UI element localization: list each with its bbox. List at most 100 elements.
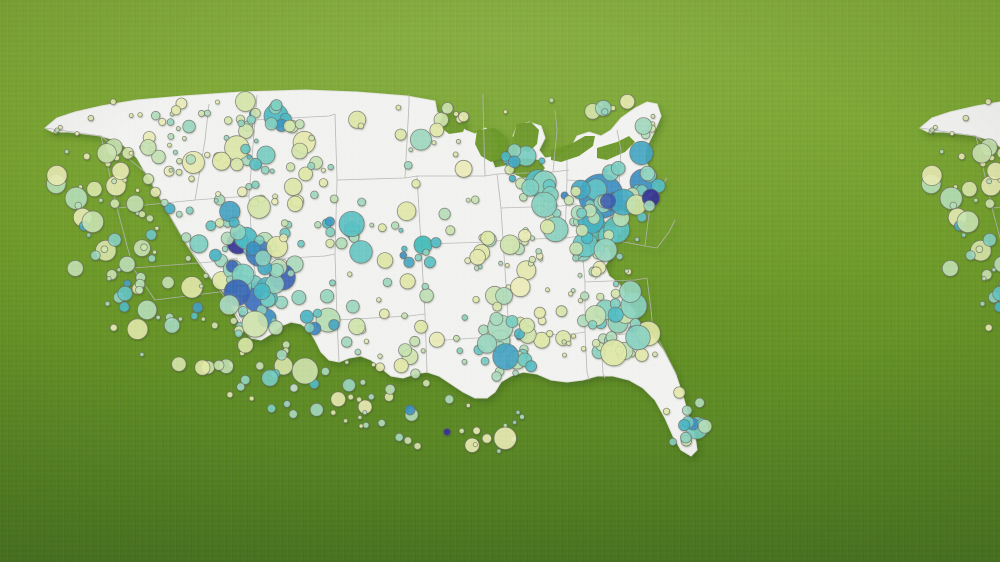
data-bubble[interactable] <box>409 335 421 347</box>
data-bubble[interactable] <box>138 210 146 219</box>
data-bubble[interactable] <box>454 159 473 178</box>
data-bubble[interactable] <box>66 259 84 277</box>
data-bubble[interactable] <box>518 192 528 202</box>
data-bubble[interactable] <box>338 210 365 237</box>
data-bubble[interactable] <box>404 404 416 416</box>
data-bubble[interactable] <box>160 198 169 207</box>
data-bubble[interactable] <box>304 322 315 334</box>
data-bubble[interactable] <box>128 150 134 156</box>
data-bubble[interactable] <box>650 113 656 119</box>
data-bubble[interactable] <box>678 418 691 432</box>
data-bubble[interactable] <box>344 359 350 365</box>
data-bubble[interactable] <box>175 210 183 218</box>
data-bubble[interactable] <box>580 291 590 301</box>
data-bubble[interactable] <box>984 323 993 332</box>
data-bubble[interactable] <box>329 194 339 204</box>
data-bubble[interactable] <box>957 152 966 161</box>
data-bubble[interactable] <box>234 329 243 338</box>
data-bubble[interactable] <box>410 368 421 379</box>
data-bubble[interactable] <box>962 114 969 122</box>
data-bubble[interactable] <box>87 114 94 122</box>
data-bubble[interactable] <box>205 220 217 232</box>
data-bubble[interactable] <box>438 207 451 220</box>
data-bubble[interactable] <box>515 409 521 415</box>
data-bubble[interactable] <box>348 317 366 335</box>
data-bubble[interactable] <box>377 418 386 427</box>
data-bubble[interactable] <box>126 194 145 213</box>
data-bubble[interactable] <box>86 232 92 238</box>
data-bubble[interactable] <box>591 339 601 348</box>
data-bubble[interactable] <box>431 140 437 146</box>
data-bubble[interactable] <box>347 393 354 401</box>
data-bubble[interactable] <box>538 157 546 165</box>
data-bubble[interactable] <box>540 219 556 235</box>
data-bubble[interactable] <box>590 266 602 278</box>
data-bubble[interactable] <box>111 178 117 185</box>
data-bubble[interactable] <box>610 288 621 299</box>
data-bubble[interactable] <box>639 165 656 182</box>
data-bubble[interactable] <box>330 409 337 416</box>
data-bubble[interactable] <box>458 427 465 434</box>
data-bubble[interactable] <box>961 232 967 238</box>
data-bubble[interactable] <box>249 157 262 171</box>
data-bubble[interactable] <box>422 248 430 256</box>
data-bubble[interactable] <box>949 131 955 137</box>
data-bubble[interactable] <box>464 437 480 453</box>
data-bubble[interactable] <box>398 227 404 233</box>
data-bubbles[interactable] <box>46 91 713 454</box>
data-bubble[interactable] <box>214 99 220 105</box>
data-bubble[interactable] <box>453 111 460 117</box>
data-bubble[interactable] <box>507 155 521 169</box>
data-bubble[interactable] <box>356 396 363 403</box>
data-bubble[interactable] <box>253 138 259 144</box>
data-bubble[interactable] <box>167 132 175 140</box>
data-bubble[interactable] <box>981 276 987 282</box>
data-bubble[interactable] <box>309 402 324 417</box>
data-bubble[interactable] <box>500 151 511 162</box>
data-bubble[interactable] <box>240 143 251 155</box>
data-bubble[interactable] <box>376 297 382 303</box>
data-bubble[interactable] <box>377 353 383 359</box>
data-bubble[interactable] <box>118 255 136 273</box>
data-bubble[interactable] <box>253 282 271 301</box>
data-bubble[interactable] <box>283 119 296 133</box>
data-bubble[interactable] <box>139 139 157 156</box>
data-bubble[interactable] <box>569 241 584 256</box>
data-bubble[interactable] <box>428 331 445 348</box>
data-bubble[interactable] <box>202 272 209 279</box>
data-bubble[interactable] <box>280 219 289 227</box>
data-bubble[interactable] <box>369 222 375 228</box>
data-bubble[interactable] <box>991 267 997 273</box>
data-bubble[interactable] <box>599 193 617 210</box>
data-bubble[interactable] <box>260 165 270 175</box>
data-bubble[interactable] <box>235 91 256 112</box>
data-bubble[interactable] <box>74 131 80 137</box>
data-bubble[interactable] <box>64 186 88 210</box>
data-bubble[interactable] <box>291 142 309 160</box>
data-bubble[interactable] <box>135 285 144 295</box>
data-bubble[interactable] <box>347 271 353 277</box>
data-bubble[interactable] <box>480 356 490 366</box>
data-bubble[interactable] <box>147 254 156 263</box>
data-bubble[interactable] <box>349 240 373 264</box>
data-bubble[interactable] <box>324 216 335 227</box>
data-bubble[interactable] <box>106 276 112 282</box>
data-bubble[interactable] <box>481 433 492 444</box>
data-bubble[interactable] <box>495 287 513 305</box>
data-bubble[interactable] <box>245 241 261 256</box>
data-bubble[interactable] <box>472 295 480 304</box>
data-bubble[interactable] <box>570 185 582 197</box>
data-bubble[interactable] <box>320 366 330 376</box>
data-bubble[interactable] <box>961 181 978 198</box>
data-bubble[interactable] <box>398 343 413 358</box>
data-bubble[interactable] <box>491 371 502 382</box>
data-bubble[interactable] <box>319 289 335 304</box>
data-bubble[interactable] <box>625 324 651 351</box>
data-bubble[interactable] <box>320 167 326 173</box>
data-bubble[interactable] <box>230 157 244 172</box>
data-bubble[interactable] <box>545 287 550 293</box>
data-bubble[interactable] <box>600 339 628 367</box>
data-bubble[interactable] <box>414 253 422 262</box>
data-bubble[interactable] <box>411 179 421 189</box>
data-bubble[interactable] <box>289 383 299 393</box>
